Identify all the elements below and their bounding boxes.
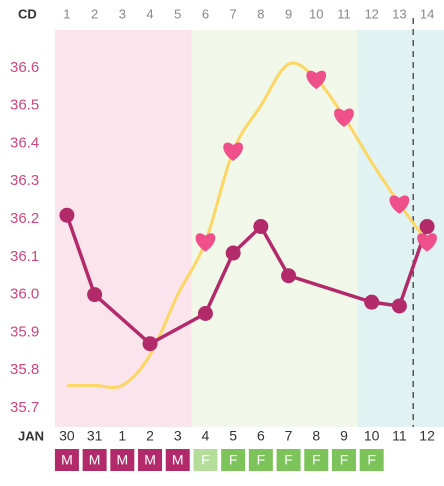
date-tick-label: 10	[364, 428, 380, 444]
heart-marker	[223, 142, 244, 161]
y-tick-label: 36.5	[10, 97, 39, 114]
cd-tick-label: 13	[392, 6, 406, 21]
cd-tick-label: 8	[257, 6, 264, 21]
flow-label: F	[257, 452, 266, 468]
cd-tick-label: 2	[91, 6, 98, 21]
temperature-point	[197, 306, 213, 321]
temperature-point	[87, 287, 103, 303]
y-tick-label: 36.4	[10, 134, 39, 151]
flow-box	[165, 449, 190, 471]
flow-box	[359, 449, 384, 471]
date-tick-label: 2	[146, 428, 154, 444]
y-tick-label: 36.2	[10, 210, 39, 227]
date-tick-label: 7	[285, 428, 293, 444]
month-label: JAN	[18, 428, 44, 443]
flow-label: M	[172, 452, 184, 468]
cd-tick-label: 10	[309, 6, 323, 21]
date-tick-label: 8	[312, 428, 320, 444]
cd-tick-label: 1	[63, 6, 70, 21]
phase-band	[55, 30, 192, 427]
temperature-point	[142, 336, 158, 352]
date-tick-label: 11	[392, 428, 407, 444]
y-tick-label: 35.8	[10, 361, 39, 378]
heart-marker	[417, 233, 437, 252]
date-tick-label: 4	[202, 428, 210, 444]
temperature-point	[419, 219, 435, 235]
date-tick-label: 1	[118, 428, 126, 444]
flow-label: M	[89, 452, 101, 468]
flow-box	[193, 449, 218, 471]
heart-marker	[306, 70, 327, 90]
temperature-line	[65, 214, 429, 346]
temperature-point	[391, 298, 407, 314]
flow-box	[248, 449, 273, 471]
flow-label: F	[284, 452, 293, 468]
flow-box	[54, 449, 79, 471]
y-tick-label: 36.0	[10, 286, 39, 303]
flow-box	[276, 449, 301, 471]
cd-tick-label: 14	[420, 6, 434, 21]
y-tick-label: 35.9	[10, 323, 39, 340]
temperature-point	[253, 219, 269, 235]
date-tick-label: 30	[59, 428, 75, 444]
flow-label: F	[201, 452, 210, 468]
cd-tick-label: 9	[285, 6, 292, 21]
prediction-curve	[66, 61, 429, 390]
cd-tick-label: 11	[337, 6, 351, 21]
flow-label: F	[312, 452, 321, 468]
flow-box	[221, 449, 246, 471]
y-tick-label: 35.7	[10, 399, 39, 416]
flow-box	[331, 449, 356, 471]
temperature-point	[281, 268, 297, 284]
cd-tick-label: 12	[364, 6, 378, 21]
flow-label: F	[340, 452, 349, 468]
temperature-point	[364, 294, 380, 310]
flow-label: F	[229, 452, 238, 468]
flow-label: F	[367, 452, 376, 468]
flow-box	[82, 449, 107, 471]
flow-box	[110, 449, 135, 471]
flow-label: M	[61, 452, 73, 468]
phase-band	[191, 30, 358, 427]
flow-box	[138, 449, 163, 471]
temperature-point	[225, 245, 241, 261]
flow-label: M	[116, 452, 128, 468]
flow-box	[304, 449, 329, 471]
date-tick-label: 12	[419, 428, 435, 444]
cd-tick-label: 3	[119, 6, 126, 21]
cd-tick-label: 6	[202, 6, 209, 21]
cd-tick-label: 4	[146, 6, 153, 21]
temperature-point	[59, 207, 75, 223]
cd-label: CD	[18, 6, 37, 21]
flow-label: M	[144, 452, 156, 468]
date-tick-label: 6	[257, 428, 265, 444]
y-tick-label: 36.1	[10, 248, 39, 265]
date-tick-label: 5	[229, 428, 237, 444]
heart-marker	[334, 108, 354, 127]
y-tick-label: 36.6	[10, 59, 39, 76]
cd-tick-label: 7	[230, 6, 237, 21]
heart-marker	[195, 233, 216, 252]
date-tick-label: 3	[174, 428, 182, 444]
date-tick-label: 31	[87, 428, 103, 444]
heart-marker	[389, 195, 410, 214]
date-tick-label: 9	[340, 428, 348, 444]
cd-tick-label: 5	[174, 6, 181, 21]
y-tick-label: 36.3	[10, 172, 39, 189]
